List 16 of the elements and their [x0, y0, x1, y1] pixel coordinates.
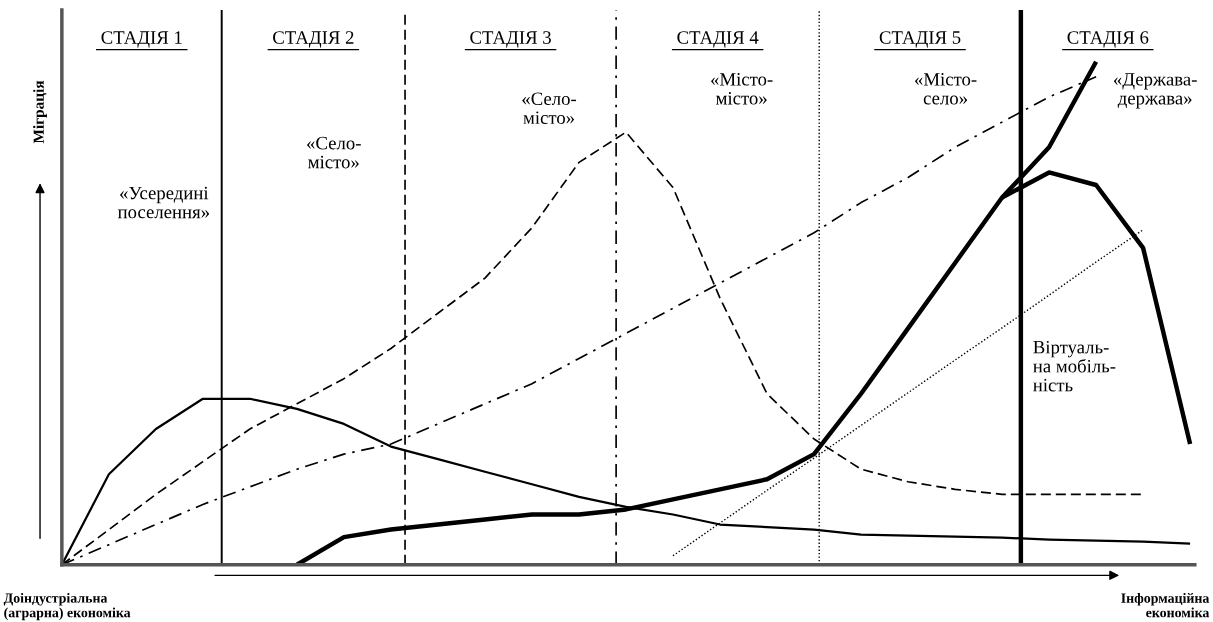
annotation: «Місто- село» [915, 73, 977, 105]
annotation: Віртуаль- на мобіль- ність [1033, 340, 1116, 392]
text: СТАДІЯ 1 [101, 31, 182, 48]
text: СТАДІЯ 4 [677, 31, 759, 48]
text: СТАДІЯ 2 [273, 31, 354, 48]
y-axis-title: Міграція [33, 80, 47, 144]
text: СТАДІЯ 3 [470, 31, 551, 48]
annotation: «Усередині поселення» [117, 186, 209, 219]
text: СТАДІЯ 6 [1067, 31, 1149, 48]
annotation: «Село- місто» [522, 92, 577, 124]
text: Інформаційна економіка [1121, 593, 1210, 618]
annotation: «Місто- місто» [711, 73, 773, 105]
annotation: «Держава- держава» [1113, 73, 1197, 109]
text: СТАДІЯ 5 [879, 31, 961, 48]
annotation: «Село- місто» [307, 136, 361, 169]
text: Доіндустріальна (аграрна) економіка [3, 592, 131, 621]
